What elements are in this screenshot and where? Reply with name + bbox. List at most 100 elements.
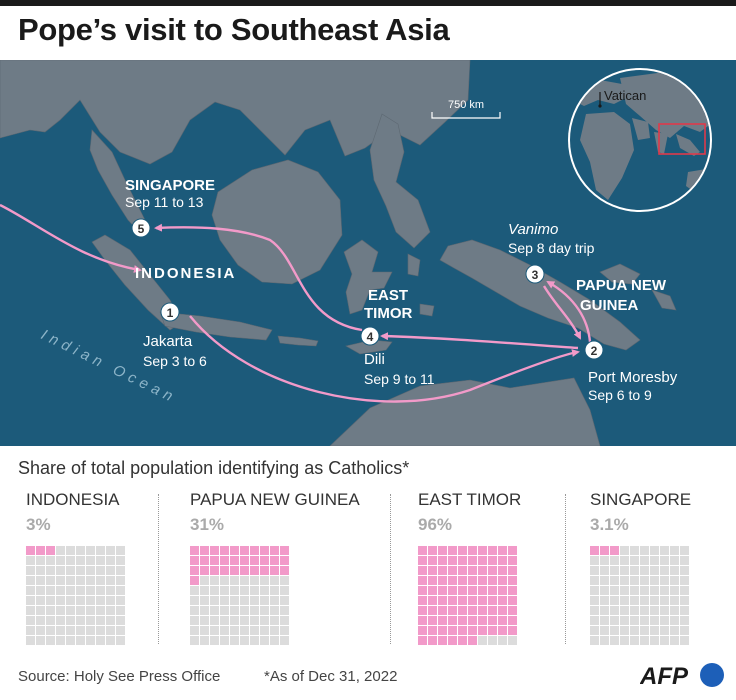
waffle-cell-empty bbox=[86, 636, 95, 645]
waffle-cell-empty bbox=[86, 606, 95, 615]
waffle-cell-empty bbox=[640, 626, 649, 635]
waffle-cell-filled bbox=[230, 546, 239, 555]
waffle-cell-empty bbox=[106, 586, 115, 595]
waffle-cell-empty bbox=[66, 546, 75, 555]
waffle-cell-filled bbox=[508, 566, 517, 575]
route-dili-singapore bbox=[154, 223, 363, 332]
waffle-cell-empty bbox=[650, 626, 659, 635]
chart-subtitle: Share of total population identifying as… bbox=[18, 458, 410, 478]
waffle-cell-empty bbox=[660, 596, 669, 605]
waffle-cell-filled bbox=[240, 556, 249, 565]
waffle-cell-filled bbox=[280, 546, 289, 555]
footnote-text: *As of Dec 31, 2022 bbox=[264, 668, 398, 685]
waffle-cell-filled bbox=[190, 546, 199, 555]
waffle-cell-empty bbox=[46, 556, 55, 565]
waffle-cell-empty bbox=[190, 606, 199, 615]
waffle-cell-filled bbox=[438, 576, 447, 585]
waffle-cell-empty bbox=[670, 616, 679, 625]
waffle-cell-empty bbox=[240, 576, 249, 585]
waffle-cell-empty bbox=[36, 606, 45, 615]
stop-1-number: 1 bbox=[167, 306, 174, 320]
waffle-cell-filled bbox=[448, 556, 457, 565]
waffle-cell-empty bbox=[86, 616, 95, 625]
waffle-cell-empty bbox=[250, 586, 259, 595]
waffle-cell-filled bbox=[448, 616, 457, 625]
panel-percent: 3% bbox=[26, 515, 51, 534]
panel-percent: 3.1% bbox=[590, 515, 629, 534]
waffle-cell-empty bbox=[620, 586, 629, 595]
waffle-cell-empty bbox=[86, 626, 95, 635]
waffle-cell-empty bbox=[116, 616, 125, 625]
waffle-cell-empty bbox=[600, 616, 609, 625]
waffle-cell-filled bbox=[458, 606, 467, 615]
waffle-cell-empty bbox=[26, 636, 35, 645]
waffle-cell-empty bbox=[630, 616, 639, 625]
waffle-cell-empty bbox=[620, 576, 629, 585]
waffle-cell-filled bbox=[438, 566, 447, 575]
waffle-cell-filled bbox=[458, 566, 467, 575]
waffle-cell-empty bbox=[640, 576, 649, 585]
waffle-cell-empty bbox=[600, 626, 609, 635]
source-text: Source: Holy See Press Office bbox=[18, 668, 221, 685]
waffle-cell-filled bbox=[478, 596, 487, 605]
waffle-cell-filled bbox=[418, 616, 427, 625]
waffle-cell-empty bbox=[106, 546, 115, 555]
waffle-cell-empty bbox=[96, 546, 105, 555]
waffle-cell-filled bbox=[220, 546, 229, 555]
waffle-cell-empty bbox=[660, 566, 669, 575]
waffle-cell-filled bbox=[468, 546, 477, 555]
waffle-cell-filled bbox=[478, 626, 487, 635]
waffle-cell-empty bbox=[56, 636, 65, 645]
waffle-cell-filled bbox=[448, 636, 457, 645]
divider bbox=[158, 494, 159, 644]
waffle-cell-empty bbox=[230, 586, 239, 595]
waffle-cell-empty bbox=[56, 546, 65, 555]
waffle-cell-empty bbox=[280, 576, 289, 585]
waffle-cell-empty bbox=[680, 586, 689, 595]
waffle-cell-empty bbox=[610, 576, 619, 585]
waffle-cell-empty bbox=[46, 596, 55, 605]
panel-country: EAST TIMOR bbox=[418, 490, 522, 509]
stop-4-city: Dili bbox=[364, 351, 385, 368]
waffle-cell-empty bbox=[630, 636, 639, 645]
waffle-cell-empty bbox=[670, 556, 679, 565]
waffle-cell-empty bbox=[590, 636, 599, 645]
waffle-cell-empty bbox=[660, 576, 669, 585]
waffle-cell-empty bbox=[270, 616, 279, 625]
waffle-cell-empty bbox=[200, 576, 209, 585]
landmass bbox=[0, 60, 677, 446]
waffle-cell-empty bbox=[56, 556, 65, 565]
waffle-cell-filled bbox=[508, 626, 517, 635]
waffle-cell-filled bbox=[508, 586, 517, 595]
waffle-cell-empty bbox=[116, 636, 125, 645]
waffle-cell-empty bbox=[630, 546, 639, 555]
waffle-cell-filled bbox=[488, 566, 497, 575]
waffle-cell-empty bbox=[270, 576, 279, 585]
waffle-cell-filled bbox=[610, 546, 619, 555]
waffle-cell-empty bbox=[56, 626, 65, 635]
waffle-cell-empty bbox=[680, 556, 689, 565]
waffle-cell-filled bbox=[458, 596, 467, 605]
waffle-cell-filled bbox=[230, 556, 239, 565]
stop-3-marker: 3 bbox=[525, 264, 545, 284]
waffle-cell-filled bbox=[498, 586, 507, 595]
waffle-cell-empty bbox=[640, 596, 649, 605]
waffle-cell-filled bbox=[458, 546, 467, 555]
waffle-cell-empty bbox=[210, 576, 219, 585]
waffle-cell-empty bbox=[488, 636, 497, 645]
waffle-cell-empty bbox=[498, 636, 507, 645]
waffle-cell-filled bbox=[438, 616, 447, 625]
waffle-cell-empty bbox=[56, 566, 65, 575]
waffle-cell-empty bbox=[270, 626, 279, 635]
waffle-cell-empty bbox=[630, 596, 639, 605]
label-east-timor-2: TIMOR bbox=[364, 305, 412, 322]
waffle-cell-empty bbox=[610, 616, 619, 625]
waffle-cell-empty bbox=[210, 586, 219, 595]
waffle-cell-filled bbox=[418, 566, 427, 575]
waffle-cell-filled bbox=[600, 546, 609, 555]
waffle-cell-empty bbox=[46, 566, 55, 575]
waffle-cell-empty bbox=[86, 546, 95, 555]
waffle-cell-empty bbox=[66, 566, 75, 575]
waffle-cell-empty bbox=[620, 626, 629, 635]
waffle-cell-empty bbox=[46, 606, 55, 615]
